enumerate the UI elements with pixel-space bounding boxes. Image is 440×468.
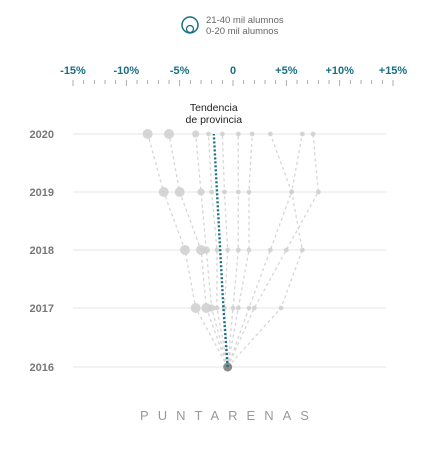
series [142,129,321,372]
school-point [208,304,216,312]
x-tick-label: -5% [170,65,190,77]
year-label: 2016 [30,362,54,374]
school-point [315,189,321,195]
x-tick-label: +15% [379,65,408,77]
school-series-line [227,133,319,368]
school-point [158,187,169,197]
x-tick-label: 0 [230,65,236,77]
school-point [235,189,241,195]
school-point [206,131,211,137]
school-point [192,130,200,138]
school-point [251,305,257,311]
school-point [190,303,201,313]
school-series-line [227,133,293,368]
school-point [310,131,316,137]
school-point [299,247,305,253]
school-point [197,188,205,196]
region-label: PUNTARENAS [140,408,318,423]
school-point [214,247,220,253]
year-label: 2020 [30,129,54,141]
school-point [219,131,225,137]
school-point [246,247,252,253]
x-tick-label: -15% [60,65,86,77]
school-point [283,247,289,253]
x-axis: -15% -10% -5% 0 +5% +10% +15% [60,65,407,86]
school-point [246,189,252,195]
school-point [180,245,190,255]
legend: 21-40 mil alumnos 0-20 mil alumnos [181,15,284,37]
school-point [289,189,295,195]
school-series-line [221,133,229,368]
year-label: 2017 [30,303,54,315]
x-tick-label: +10% [325,65,354,77]
x-tick-label: +5% [275,65,298,77]
school-point [267,247,273,253]
school-point [235,131,241,137]
year-label: 2018 [30,245,54,257]
trend-label-line1: Tendencia [190,102,238,114]
school-point [235,305,241,311]
school-series-line [227,134,239,368]
legend-small-circle-icon [185,24,195,34]
trend-line-group [212,133,229,368]
school-point [222,189,227,195]
school-point [225,247,231,253]
school-point [174,187,185,197]
trend-label-line2: de provincia [185,114,242,126]
school-point [249,131,255,137]
year-label: 2019 [30,187,54,199]
province-trend-line [212,133,229,368]
school-point [267,131,273,137]
gridlines: 2020 2019 2018 2017 2016 [30,129,386,374]
school-point [278,305,284,311]
legend-entry-small: 0-20 mil alumnos [206,26,279,37]
school-point [201,303,212,313]
legend-entry-large: 21-40 mil alumnos [206,15,284,26]
school-point [196,245,206,255]
school-point [142,129,153,139]
school-point [235,247,241,253]
school-point [299,131,305,137]
school-point [246,305,252,311]
school-point [209,189,215,195]
school-point [164,129,174,139]
school-point [202,246,210,254]
school-point [214,305,220,311]
school-point [230,305,236,311]
x-tick-label: -10% [113,65,139,77]
